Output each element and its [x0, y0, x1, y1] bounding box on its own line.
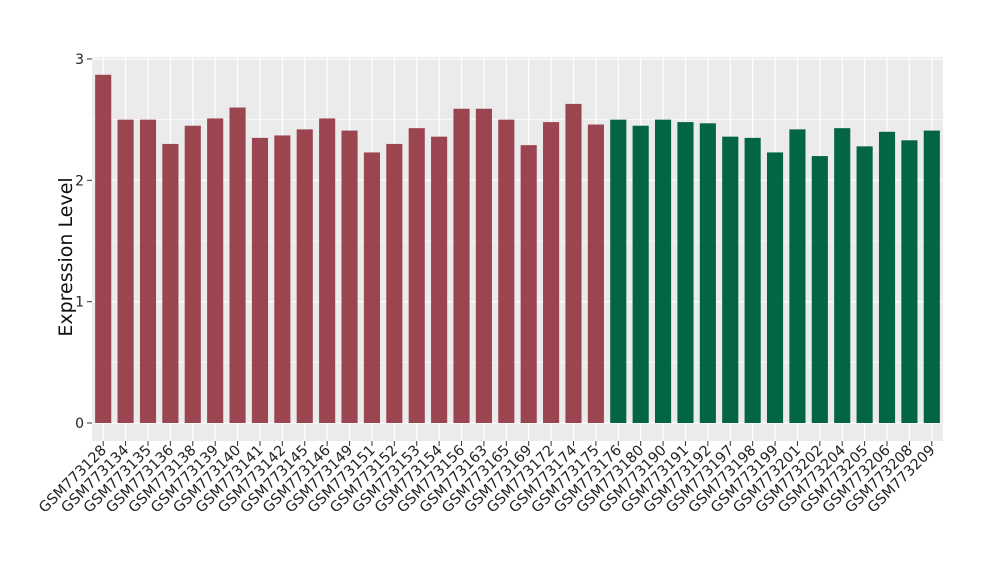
- bar-GSM773169: [520, 145, 537, 423]
- bar-GSM773153: [408, 128, 425, 423]
- bar-GSM773154: [431, 136, 448, 424]
- bar-GSM773206: [878, 131, 896, 424]
- bar-GSM773151: [363, 152, 380, 423]
- bar-GSM773180: [632, 125, 649, 423]
- y-axis: 0 1 2 3: [75, 52, 92, 432]
- bar-GSM773140: [229, 107, 246, 424]
- bar-GSM773201: [789, 129, 806, 423]
- bar-GSM773146: [319, 118, 336, 423]
- bar-GSM773197: [722, 136, 739, 424]
- y-tick-label: 1: [75, 295, 84, 311]
- bar-GSM773138: [184, 125, 201, 423]
- bars: [95, 74, 940, 424]
- bar-GSM773172: [543, 122, 560, 424]
- y-tick-label: 0: [75, 416, 84, 432]
- bar-GSM773191: [677, 122, 694, 424]
- bar-GSM773174: [565, 103, 582, 423]
- bar-GSM773145: [296, 129, 313, 423]
- bar-GSM773190: [655, 119, 672, 424]
- x-axis: GSM773128GSM773134GSM773135GSM773136GSM7…: [36, 441, 939, 516]
- bar-GSM773209: [923, 130, 940, 423]
- bar-GSM773142: [274, 135, 291, 423]
- bar-GSM773208: [901, 140, 918, 423]
- bar-GSM773156: [453, 108, 470, 423]
- bar-GSM773139: [207, 118, 224, 423]
- bar-GSM773141: [251, 137, 269, 423]
- y-axis-label: Expression Level: [55, 177, 77, 336]
- bar-GSM773165: [498, 119, 515, 424]
- bar-GSM773205: [856, 146, 873, 424]
- bar-GSM773149: [341, 130, 358, 423]
- bar-GSM773136: [162, 143, 179, 423]
- bar-GSM773134: [117, 119, 134, 424]
- bar-GSM773128: [95, 74, 112, 424]
- bar-GSM773152: [386, 143, 403, 423]
- bar-GSM773175: [587, 124, 604, 424]
- y-tick-label: 2: [75, 173, 84, 189]
- bar-GSM773204: [834, 128, 851, 423]
- bar-GSM773199: [766, 152, 784, 423]
- bar-GSM773135: [139, 119, 157, 424]
- y-tick-label: 3: [75, 52, 84, 68]
- bar-GSM773176: [610, 119, 627, 424]
- bar-GSM773198: [744, 137, 761, 423]
- bar-GSM773202: [811, 156, 828, 424]
- bar-GSM773192: [699, 123, 716, 423]
- bar-GSM773163: [475, 108, 492, 423]
